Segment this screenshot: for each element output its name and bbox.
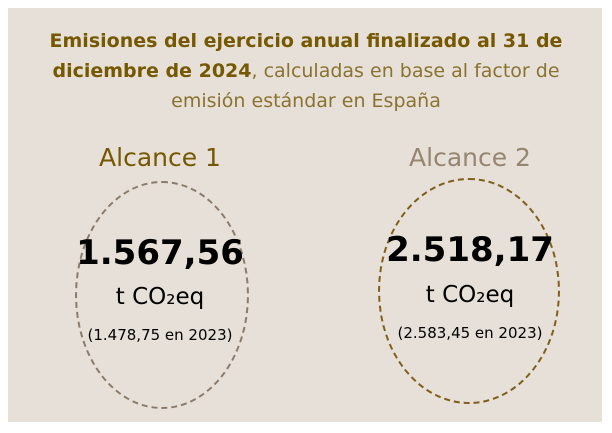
previous: (2.583,45 en 2023) xyxy=(397,324,543,342)
circle xyxy=(75,181,249,409)
value: 1.567,56 xyxy=(76,233,244,273)
unit: t CO₂eq xyxy=(425,282,515,308)
scope: Alcance 2 xyxy=(360,138,580,178)
title-rest: , calculadas en base al factor de emisió… xyxy=(171,60,560,112)
value: 2.518,17 xyxy=(386,230,554,270)
title-bold: Emisiones del ejercicio anual finalizado… xyxy=(49,30,563,82)
panel: Emisiones del ejercicio anual finalizado… xyxy=(8,8,602,422)
previous: (1.478,75 en 2023) xyxy=(87,326,233,344)
scope-label: Alcance 2 xyxy=(409,143,531,172)
title: Emisiones del ejercicio anual finalizado… xyxy=(28,26,584,116)
unit: t CO₂eq xyxy=(115,284,205,310)
circle xyxy=(378,178,560,404)
scope: Alcance 1 xyxy=(50,138,270,178)
scope-label: Alcance 1 xyxy=(99,143,221,172)
